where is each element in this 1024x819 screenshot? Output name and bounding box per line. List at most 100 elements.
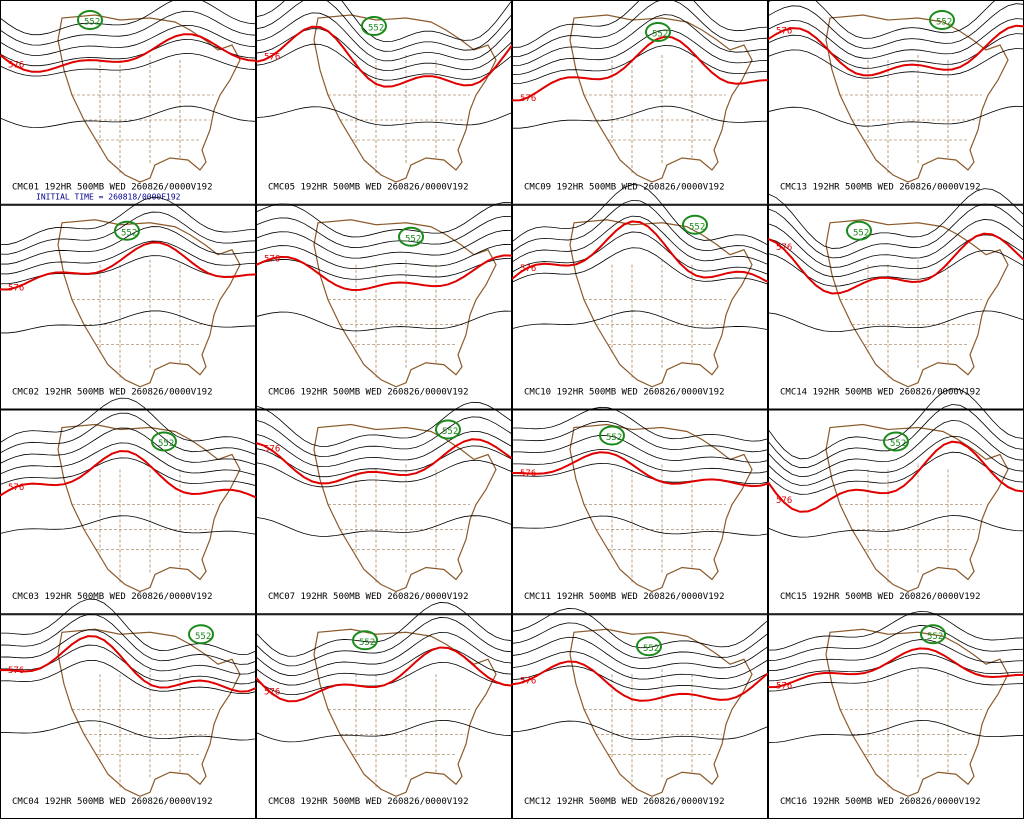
contour-576	[767, 440, 1024, 513]
panel-border	[512, 0, 768, 205]
panel-border	[512, 204, 768, 410]
contour-576	[0, 635, 257, 693]
height-contour	[0, 105, 257, 129]
height-contour	[511, 622, 769, 659]
coastline	[57, 219, 241, 388]
height-contour	[255, 416, 513, 457]
map-panel: 576 552 CMC11 192HR 500MB WED 260826/0000V…	[512, 406, 769, 615]
contour-label-576: 576	[520, 264, 536, 274]
coastline	[825, 14, 1009, 183]
height-contour	[767, 625, 1024, 661]
coastline	[313, 14, 497, 183]
height-contour	[511, 0, 769, 57]
contour-label-552: 552	[442, 427, 458, 437]
height-contour	[767, 639, 1024, 672]
panel-border	[256, 0, 512, 205]
height-contour	[0, 598, 257, 656]
coastline	[825, 423, 1009, 593]
height-contour	[255, 244, 513, 270]
height-contour	[767, 667, 1024, 692]
height-contour	[767, 610, 1024, 651]
contour-552	[682, 214, 708, 235]
height-contour	[255, 0, 513, 43]
coastline	[313, 628, 497, 797]
height-contour	[255, 215, 513, 248]
panel-label: CMC16 192HR 500MB WED 260826/0000V192	[780, 797, 980, 807]
height-contour	[511, 184, 769, 246]
map-panel: 576 552 CMC10 192HR 500MB WED 260826/0000V…	[511, 184, 769, 410]
height-contour	[767, 48, 1024, 79]
height-contour	[511, 247, 769, 285]
height-contour	[255, 646, 513, 686]
contour-576	[512, 451, 769, 488]
contour-576	[0, 241, 257, 291]
height-contour	[0, 0, 257, 36]
map-panel: 576 552 CMC01 192HR 500MB WED 260826/0000V…	[0, 0, 257, 205]
contour-label-552: 552	[890, 439, 906, 449]
contour-label-552: 552	[195, 632, 211, 642]
contour-552	[599, 425, 625, 446]
height-contour	[255, 631, 513, 676]
height-contour	[0, 24, 257, 56]
height-contour	[767, 388, 1024, 460]
contour-552	[920, 624, 946, 645]
height-contour	[767, 3, 1024, 49]
height-contour	[767, 653, 1024, 682]
map-panel: 576 552 CMC04 192HR 500MB WED 260826/0000V…	[0, 598, 257, 819]
height-contour	[767, 219, 1024, 268]
contour-label-576: 576	[264, 53, 280, 63]
height-contour	[0, 197, 257, 245]
contour-label-576: 576	[8, 666, 24, 676]
height-contour	[0, 427, 257, 466]
panel-border	[256, 409, 512, 615]
height-contour	[512, 105, 769, 129]
panel-label: CMC06 192HR 500MB WED 260826/0000V192	[268, 387, 468, 397]
height-contour	[0, 310, 257, 334]
height-contour	[511, 14, 769, 66]
contour-576	[767, 647, 1024, 689]
panel-label: CMC07 192HR 500MB WED 260826/0000V192	[268, 592, 468, 602]
contour-label-552: 552	[689, 222, 705, 232]
panel-label: CMC15 192HR 500MB WED 260826/0000V192	[780, 592, 980, 602]
height-contour	[0, 457, 257, 487]
height-contour	[255, 230, 513, 259]
contour-label-576: 576	[264, 445, 280, 455]
coastline	[825, 628, 1009, 797]
contour-label-552: 552	[643, 644, 659, 654]
contour-label-576: 576	[8, 60, 24, 70]
height-contour	[255, 459, 513, 488]
contour-label-576: 576	[776, 496, 792, 506]
panel-label: CMC05 192HR 500MB WED 260826/0000V192	[268, 183, 468, 193]
contour-552	[151, 431, 177, 452]
height-contour	[255, 602, 513, 657]
contour-552	[883, 431, 909, 452]
panel-label: CMC08 192HR 500MB WED 260826/0000V192	[268, 797, 468, 807]
contour-label-576: 576	[8, 284, 24, 294]
height-contour	[511, 636, 769, 670]
height-contour	[0, 10, 257, 46]
contour-label-552: 552	[606, 433, 622, 443]
height-contour	[512, 515, 769, 536]
height-contour	[0, 614, 257, 665]
height-contour	[512, 434, 769, 463]
coastline	[825, 219, 1009, 388]
panel-border	[0, 0, 256, 205]
contour-576	[255, 254, 513, 291]
contour-label-576: 576	[776, 27, 792, 37]
height-contour	[0, 629, 257, 675]
contour-576	[767, 24, 1024, 77]
height-contour	[767, 719, 1024, 743]
coastline	[57, 14, 241, 183]
contour-label-576: 576	[8, 483, 24, 493]
contour-552	[77, 10, 103, 30]
height-contour	[255, 445, 513, 478]
contour-576	[511, 35, 769, 102]
contour-576	[255, 438, 513, 485]
height-contour	[767, 188, 1024, 249]
height-contour	[0, 397, 257, 445]
panel-label: CMC13 192HR 500MB WED 260826/0000V192	[780, 183, 980, 193]
panel-label: CMC01 192HR 500MB WED 260826/0000V192	[12, 183, 212, 193]
contour-576	[0, 450, 257, 499]
